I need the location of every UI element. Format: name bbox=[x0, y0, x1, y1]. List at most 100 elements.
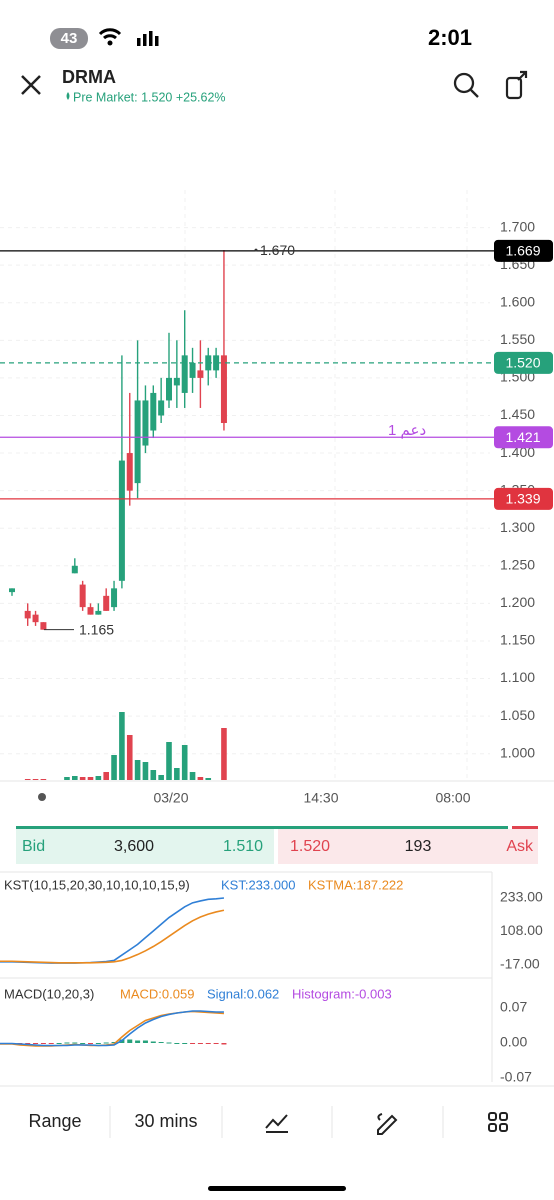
indicator-line bbox=[0, 1010, 225, 1047]
histogram-bar bbox=[56, 1043, 62, 1044]
bid-price: 1.510 bbox=[223, 838, 263, 855]
indicator-button[interactable] bbox=[265, 1114, 288, 1133]
candle-body bbox=[197, 370, 204, 378]
battery-pill bbox=[50, 28, 88, 49]
volume-bar bbox=[166, 742, 172, 780]
candle-body bbox=[126, 453, 133, 491]
volume-bar bbox=[158, 775, 164, 780]
y-tick-label: 1.550 bbox=[500, 331, 535, 347]
histogram-bar bbox=[40, 1043, 46, 1044]
battery-level: 43 bbox=[61, 30, 78, 47]
wifi-icon bbox=[98, 28, 122, 40]
macd-value: MACD:0.059 bbox=[120, 986, 194, 1001]
y-tick-label: 1.450 bbox=[500, 406, 535, 422]
volume-bar bbox=[119, 712, 125, 780]
indicator-tick-label: -17.00 bbox=[500, 956, 540, 972]
kst-title: KST(10,15,20,30,10,10,10,15,9) bbox=[4, 877, 190, 892]
candle-body bbox=[79, 584, 86, 608]
y-tick-label: 1.050 bbox=[500, 707, 535, 723]
volume-bar bbox=[197, 777, 204, 780]
nav-separators bbox=[109, 1106, 444, 1138]
candle-body bbox=[24, 610, 31, 619]
volume-bar bbox=[189, 772, 196, 780]
histogram-bar bbox=[142, 1040, 148, 1043]
candle-body bbox=[9, 588, 15, 593]
x-tick-label: 03/20 bbox=[153, 790, 188, 806]
search-button[interactable] bbox=[453, 72, 475, 94]
candle-body bbox=[71, 565, 78, 574]
volume-bar bbox=[32, 779, 39, 780]
bid-label: Bid bbox=[22, 838, 45, 855]
histogram-bar bbox=[197, 1043, 203, 1044]
y-tick-label: 1.150 bbox=[500, 632, 535, 648]
candle-body bbox=[150, 392, 157, 431]
ask-label: Ask bbox=[506, 838, 534, 855]
bid-strength bbox=[16, 826, 508, 829]
candle-body bbox=[220, 355, 227, 423]
wifi-dot bbox=[107, 40, 113, 46]
indicator-tick-label: 233.00 bbox=[500, 889, 543, 905]
volume-bar bbox=[79, 777, 86, 780]
histogram-bar bbox=[64, 1042, 70, 1044]
nav-bar bbox=[0, 1086, 554, 1200]
volume-bar bbox=[87, 777, 94, 780]
histogram-bar bbox=[150, 1041, 156, 1043]
interval-button[interactable]: 30 mins bbox=[134, 1111, 197, 1131]
histogram-bar bbox=[33, 1043, 39, 1044]
draw-button[interactable] bbox=[377, 1113, 398, 1135]
y-tick-label: 1.100 bbox=[500, 669, 535, 685]
share-button[interactable] bbox=[505, 76, 523, 100]
high-label: 1.670 bbox=[260, 242, 295, 258]
volume-bar bbox=[126, 735, 133, 780]
candle-body bbox=[118, 460, 125, 581]
y-tick-label: 1.600 bbox=[500, 293, 535, 309]
histogram-bar bbox=[127, 1039, 133, 1043]
indicator-line bbox=[0, 897, 225, 964]
layout-button[interactable] bbox=[488, 1112, 508, 1132]
histogram-bar bbox=[166, 1042, 172, 1044]
price-tag-label: 1.339 bbox=[505, 491, 540, 507]
kst-value: KST:233.000 bbox=[221, 877, 295, 892]
candle-body bbox=[189, 362, 196, 378]
histogram-bar bbox=[95, 1043, 101, 1044]
candle-body bbox=[142, 400, 149, 446]
price-tag bbox=[494, 426, 553, 449]
support-label: دعم 1 bbox=[388, 422, 426, 439]
candle-body bbox=[40, 622, 47, 630]
price-tag bbox=[494, 351, 553, 374]
histogram-bar bbox=[221, 1043, 227, 1045]
ask-size: 193 bbox=[405, 838, 432, 855]
y-tick-label: 1.700 bbox=[500, 218, 535, 234]
low-label: 1.165 bbox=[79, 621, 114, 637]
close-button[interactable] bbox=[21, 75, 41, 95]
ask-strength bbox=[512, 826, 538, 829]
range-button[interactable]: Range bbox=[28, 1111, 81, 1131]
candle-body bbox=[111, 588, 118, 608]
indicator-tick-label: 0.00 bbox=[500, 1034, 527, 1050]
histogram-bar bbox=[103, 1042, 109, 1044]
histogram-bar bbox=[80, 1043, 86, 1044]
candle-body bbox=[32, 614, 39, 623]
histogram-bar bbox=[190, 1043, 196, 1044]
candle-body bbox=[181, 355, 188, 393]
histogram-bar bbox=[135, 1040, 141, 1043]
volume-bar bbox=[221, 728, 227, 780]
symbol: DRMA bbox=[62, 67, 116, 87]
price-tag-label: 1.669 bbox=[505, 243, 540, 259]
price-tag bbox=[494, 487, 553, 510]
volume-bar bbox=[111, 755, 117, 780]
volume-bar bbox=[40, 779, 47, 780]
histogram-bar bbox=[158, 1042, 164, 1043]
histogram-bar bbox=[48, 1043, 54, 1044]
histogram-bar bbox=[213, 1043, 219, 1044]
candle-body bbox=[158, 400, 165, 416]
price-chart[interactable]: 1.7001.6501.6001.5501.5001.4501.4001.350… bbox=[0, 190, 554, 806]
indicator-tick-label: -0.07 bbox=[500, 1069, 532, 1085]
high-marker bbox=[254, 248, 258, 252]
macd-title: MACD(10,20,3) bbox=[4, 986, 94, 1001]
y-tick-label: 1.300 bbox=[500, 519, 535, 535]
candle-body bbox=[173, 377, 180, 386]
histogram-bar bbox=[111, 1042, 117, 1043]
